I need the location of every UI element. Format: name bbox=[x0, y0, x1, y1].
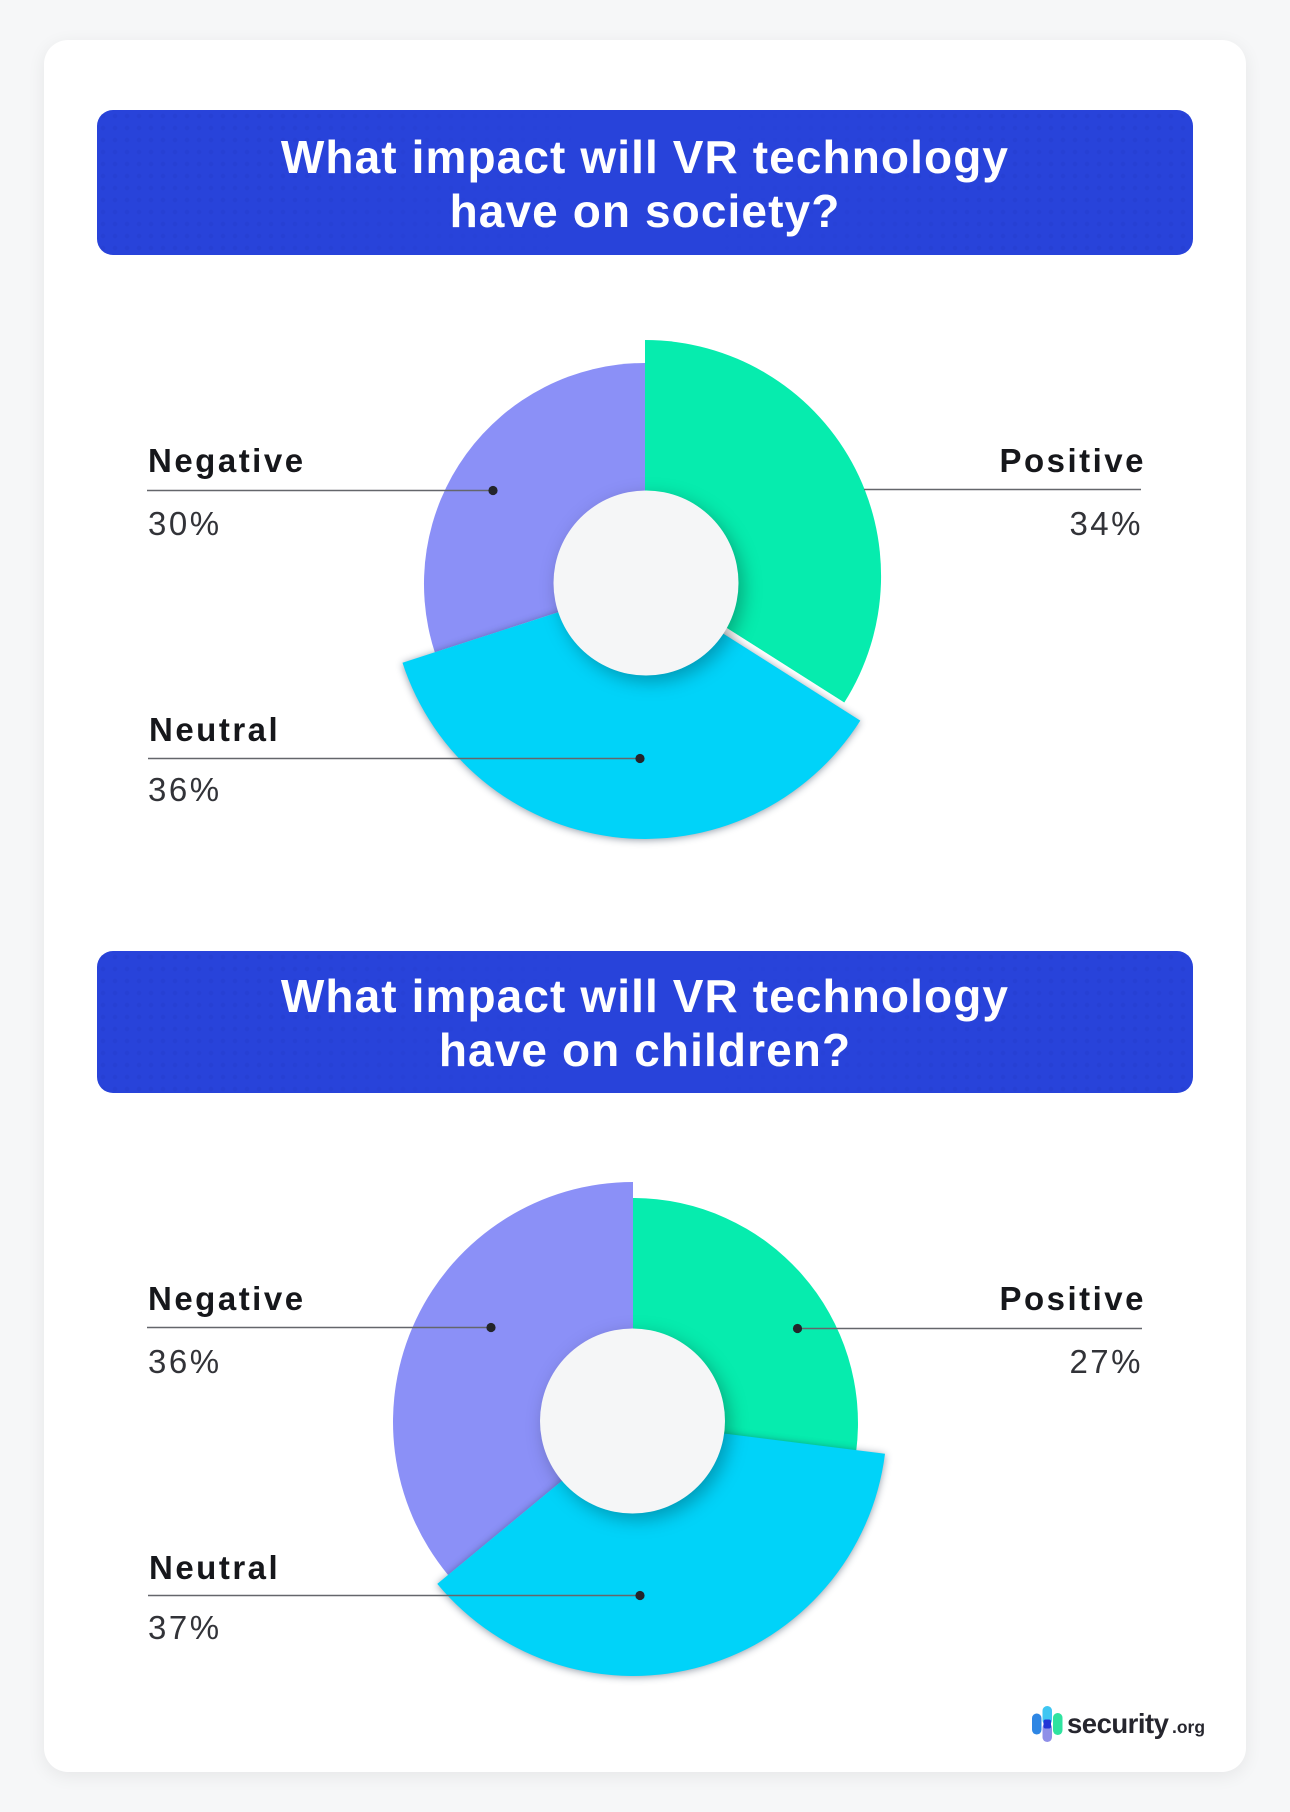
svg-text:.org: .org bbox=[1172, 1717, 1205, 1737]
svg-text:security: security bbox=[1067, 1708, 1170, 1739]
